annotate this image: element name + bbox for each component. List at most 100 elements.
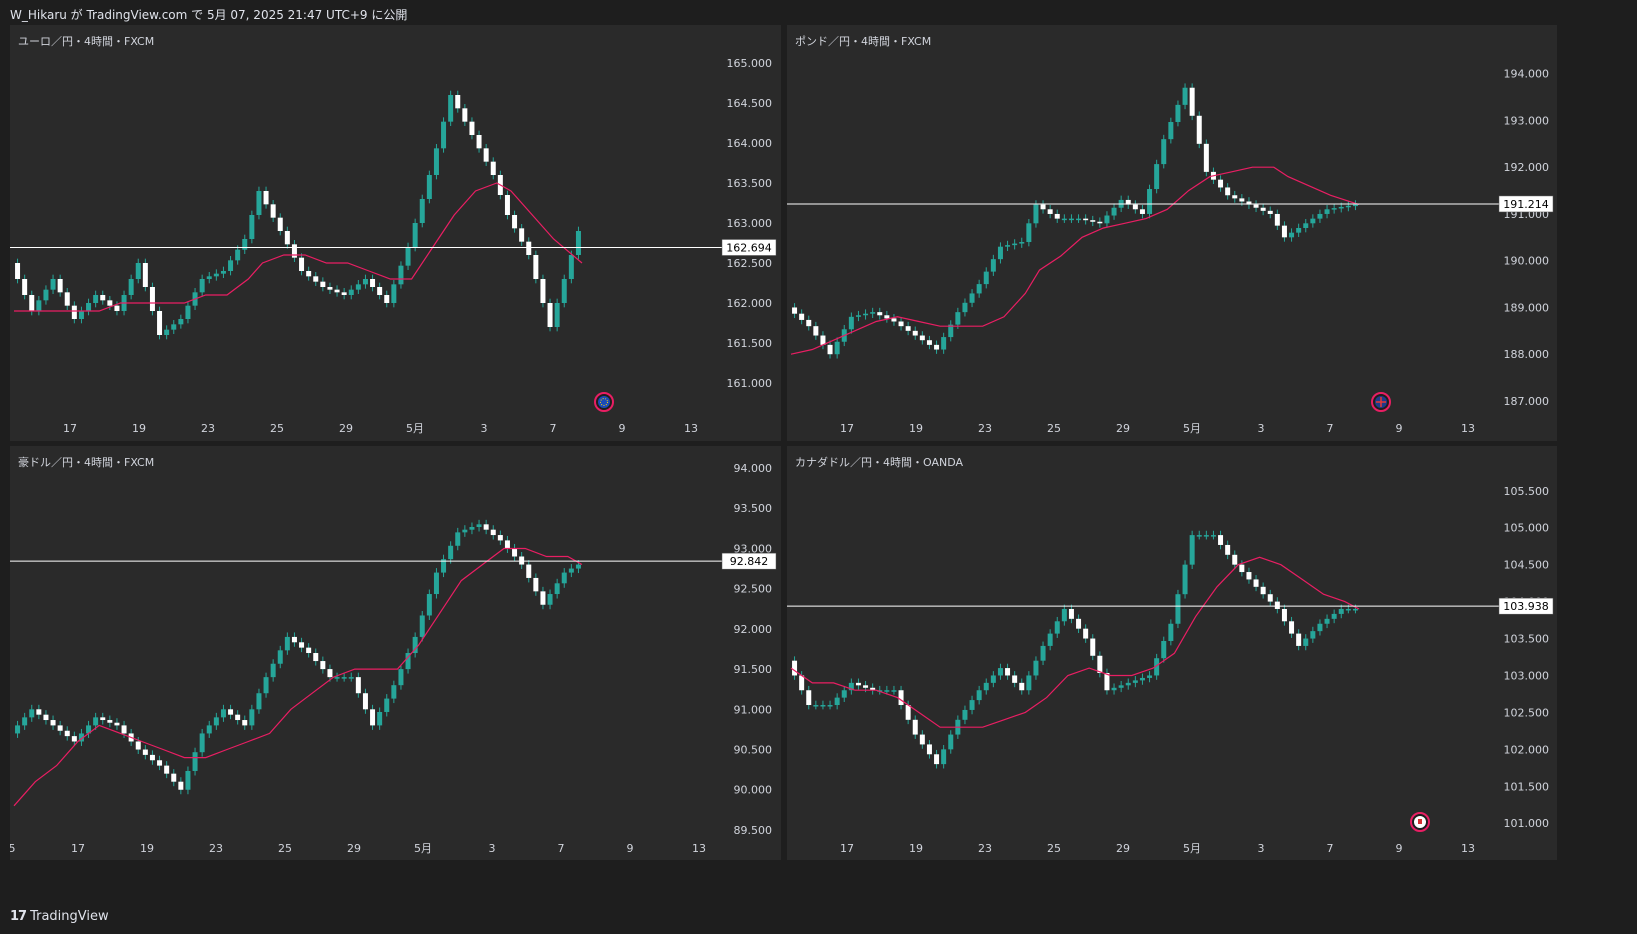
candle-body — [306, 647, 312, 654]
candle-body — [426, 594, 432, 616]
y-tick-label: 91.000 — [734, 703, 773, 716]
candle-body — [441, 121, 447, 149]
y-tick-label: 92.500 — [734, 583, 773, 596]
candle-body — [1289, 621, 1295, 634]
candle-body — [57, 725, 63, 731]
x-tick-label: 19 — [909, 842, 923, 855]
candle-body — [1303, 223, 1309, 228]
candle-body — [1296, 227, 1302, 233]
eurjpy-chart[interactable]: 165.000 164.500 164.000 163.500 163.000 162.5… — [10, 25, 781, 441]
candle-body — [813, 326, 819, 336]
candle-body — [362, 279, 368, 285]
candle-body — [327, 669, 333, 678]
candle-body — [171, 324, 177, 330]
candle-body — [1210, 535, 1216, 537]
candle-body — [22, 279, 28, 295]
candle-body — [462, 108, 468, 122]
candle-body — [870, 687, 876, 691]
candle-body — [841, 690, 847, 698]
candle-body — [1232, 554, 1238, 565]
candle-body — [206, 725, 212, 734]
x-tick-label: 9 — [627, 842, 634, 855]
candle-body — [412, 636, 418, 654]
candle-body — [1352, 608, 1358, 611]
cadjpy-chart-panel[interactable]: カナダドル／円・4時間・OANDA 105.500 105.000 104.500 1… — [787, 446, 1557, 860]
candle-body — [1182, 564, 1188, 595]
y-tick-label: 105.000 — [1504, 522, 1550, 535]
candle-body — [877, 312, 883, 316]
y-tick-label: 163.500 — [727, 177, 773, 190]
moving-average-line — [13, 547, 583, 807]
candle-body — [1047, 633, 1053, 646]
chart-title: ユーロ／円・4時間・FXCM — [18, 35, 155, 48]
candle-body — [391, 685, 397, 699]
candle-body — [157, 760, 163, 766]
candle-body — [1104, 215, 1110, 224]
y-tick-label: 190.000 — [1504, 255, 1550, 268]
candle-body — [93, 717, 99, 726]
price-label: 162.694 — [726, 241, 772, 254]
y-tick-label: 192.000 — [1504, 161, 1550, 174]
gbpjpy-chart[interactable]: 194.000193.000192.000191.000190.000189.0… — [787, 25, 1557, 441]
candle-body — [291, 636, 297, 643]
candle-body — [249, 709, 255, 726]
candle-body — [448, 545, 454, 560]
uk-flag-icon — [1371, 392, 1391, 412]
candle-body — [64, 292, 70, 306]
cadjpy-chart[interactable]: 105.500105.000104.500104.000103.500103.0… — [787, 446, 1557, 860]
candle-body — [164, 329, 170, 335]
candle-body — [1203, 143, 1209, 172]
gbpjpy-chart-panel[interactable]: ポンド／円・4時間・FXCM 194.000 193.000 192.000 191.… — [787, 25, 1557, 441]
audjpy-chart-panel[interactable]: 豪ドル／円・4時間・FXCM 94.000 93.500 93.000 92.500 9… — [10, 446, 781, 860]
candle-body — [1033, 204, 1039, 224]
candle-body — [334, 289, 340, 293]
candle-body — [575, 231, 581, 255]
candle-body — [291, 244, 297, 258]
candle-body — [370, 709, 376, 726]
candle-body — [469, 121, 475, 135]
candle-body — [164, 765, 170, 774]
candle-body — [100, 295, 106, 301]
maple-leaf-mark — [1418, 819, 1422, 824]
candle-body — [1161, 139, 1167, 165]
candle-body — [1090, 220, 1096, 222]
candle-body — [891, 318, 897, 322]
candle-body — [405, 653, 411, 670]
candle-body — [1281, 225, 1287, 238]
candle-body — [1090, 638, 1096, 656]
candle-body — [1111, 207, 1117, 216]
candle-body — [43, 714, 49, 721]
candle-body — [898, 321, 904, 327]
candle-body — [1012, 675, 1018, 683]
candle-body — [1225, 187, 1231, 196]
audjpy-chart[interactable]: 94.000 93.500 93.000 92.500 92.000 91.500 91.0… — [10, 446, 781, 860]
candle-body — [1338, 206, 1344, 209]
candle-body — [1267, 210, 1273, 214]
x-tick-label: 13 — [684, 422, 698, 435]
candle-body — [926, 744, 932, 755]
y-tick-label: 189.000 — [1504, 301, 1550, 314]
candle-body — [362, 693, 368, 710]
y-tick-label: 101.500 — [1504, 780, 1550, 793]
candle-body — [1274, 213, 1280, 226]
x-tick-label: 3 — [1258, 842, 1265, 855]
chart-title: カナダドル／円・4時間・OANDA — [795, 456, 964, 469]
candle-body — [1317, 623, 1323, 632]
candle-body — [554, 303, 560, 327]
candle-body — [990, 259, 996, 272]
candle-body — [547, 303, 553, 327]
candle-body — [519, 556, 525, 565]
eurjpy-chart-panel[interactable]: ユーロ／円・4時間・FXCM 165.000 164.500 164.000 163.… — [10, 25, 781, 441]
candle-body — [313, 276, 319, 282]
candle-body — [320, 661, 326, 670]
candle-body — [905, 705, 911, 720]
candle-body — [983, 682, 989, 691]
candle-body — [1019, 242, 1025, 244]
publish-header: W_Hikaru が TradingView.com で 5月 07, 2025… — [10, 8, 408, 22]
candle-body — [820, 335, 826, 345]
candle-body — [1168, 122, 1174, 140]
x-tick-label: 19 — [909, 422, 923, 435]
candle-body — [64, 730, 70, 737]
candle-body — [1005, 668, 1011, 676]
candle-body — [355, 677, 361, 694]
